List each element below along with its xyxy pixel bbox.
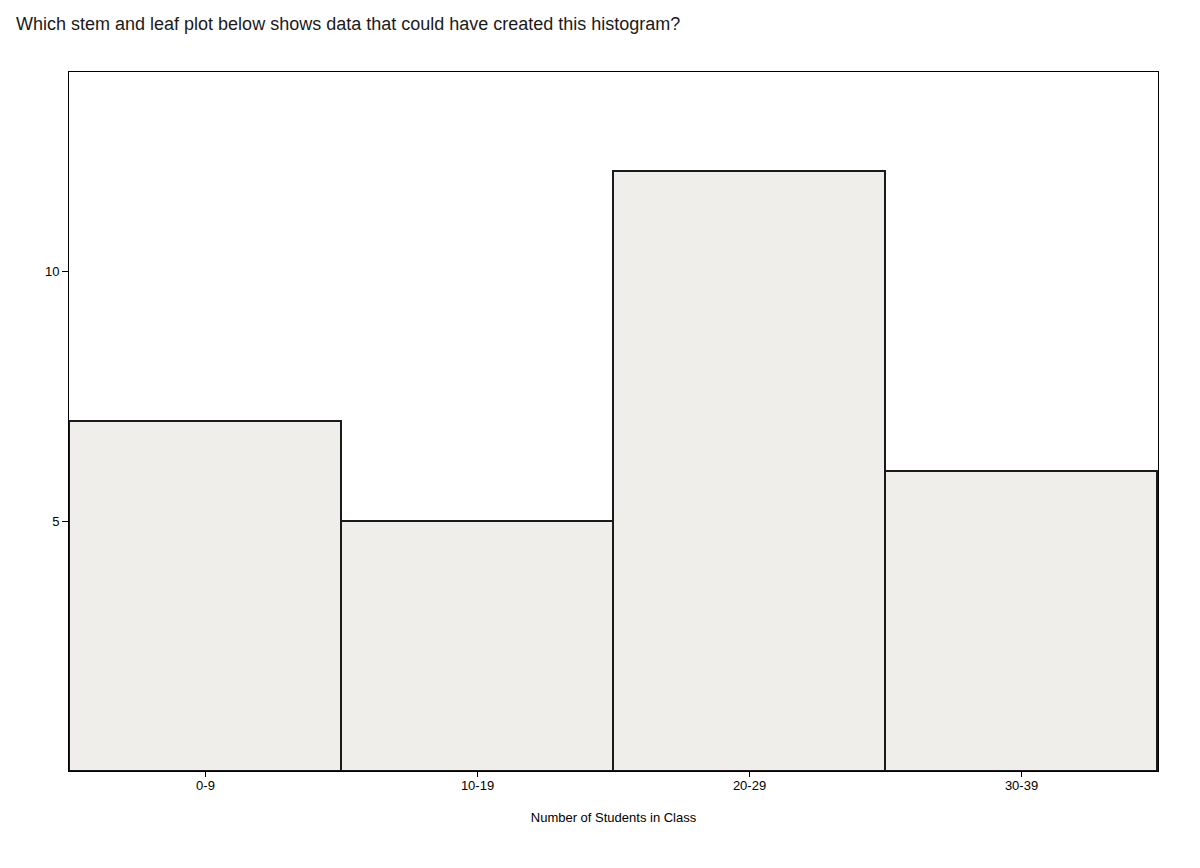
html-text:Which stem and leaf plot below: Which stem and leaf plot below shows dat… — [16, 14, 681, 34]
svg-text:Number of Students in Class: Number of Students in Class — [531, 810, 697, 825]
svg-text:20-29: 20-29 — [733, 778, 766, 793]
svg-text:10-19: 10-19 — [461, 778, 494, 793]
svg-text:0-9: 0-9 — [196, 778, 215, 793]
svg-text:5: 5 — [52, 514, 59, 529]
svg-text:10: 10 — [45, 264, 59, 279]
svg-text:30-39: 30-39 — [1005, 778, 1038, 793]
